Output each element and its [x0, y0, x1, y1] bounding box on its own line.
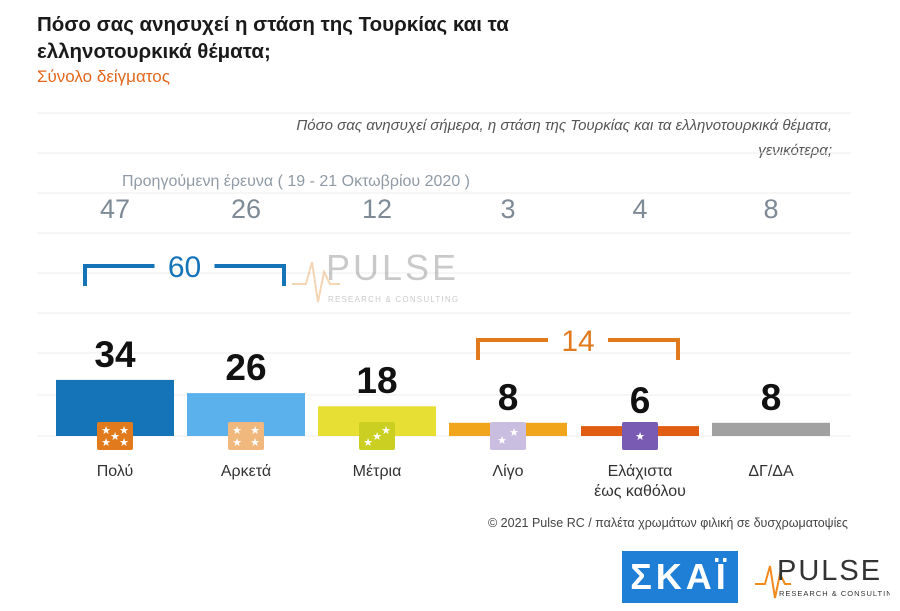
skai-logo: ΣΚΑΪ — [622, 551, 738, 603]
chart-subtitle: Σύνολο δείγματος — [37, 67, 170, 86]
svg-text:★: ★ — [372, 430, 382, 443]
group-bracket-1 — [83, 264, 286, 286]
category-label-4: Λίγο — [492, 463, 524, 480]
data-label-5: 6 — [629, 380, 651, 422]
previous-value-6: 8 — [763, 194, 779, 224]
pulse-watermark-logo: PULSE RESEARCH & CONSULTING — [292, 232, 502, 312]
survey-question: Πόσο σας ανησυχεί σήμερα, η στάση της Το… — [296, 117, 832, 159]
pulse-logo: PULSE RESEARCH & CONSULTING — [755, 548, 898, 604]
previous-value-2: 26 — [230, 194, 262, 224]
bar-6 — [712, 422, 830, 436]
svg-text:★: ★ — [101, 424, 111, 437]
stars-icon: ★ ★ ★ ★ ★ — [97, 422, 133, 450]
pulse-logo-word: PULSE — [777, 555, 882, 587]
data-label-6: 8 — [760, 376, 782, 418]
svg-text:★: ★ — [250, 424, 260, 437]
svg-text:★: ★ — [509, 426, 519, 439]
category-label-3: Μέτρια — [352, 463, 402, 480]
svg-text:★: ★ — [635, 430, 645, 443]
group-total-1: 60 — [168, 251, 201, 284]
category-label-6: ΔΓ/ΔΑ — [748, 463, 794, 480]
pulse-logo-tagline: RESEARCH & CONSULTING — [779, 589, 890, 598]
group-bracket-2 — [476, 338, 680, 360]
previous-value-5: 4 — [632, 194, 648, 224]
data-label-4: 8 — [497, 376, 519, 418]
previous-value-3: 12 — [361, 194, 393, 224]
previous-survey-label: Προηγούμενη έρευνα ( 19 - 21 Οκτωβρίου 2… — [122, 173, 470, 190]
svg-text:★: ★ — [110, 430, 120, 443]
stars-icon: ★ ★ ★ ★ — [228, 422, 264, 450]
category-label-2: Αρκετά — [220, 463, 272, 480]
svg-text:★: ★ — [232, 424, 242, 437]
svg-text:★: ★ — [250, 436, 260, 449]
svg-text:★: ★ — [119, 424, 129, 437]
stars-icon: ★ — [622, 422, 658, 450]
category-label-5: Ελάχιστα έως καθόλου — [594, 463, 686, 500]
svg-text:★: ★ — [381, 424, 391, 437]
previous-value-1: 47 — [99, 194, 131, 224]
data-label-1: 34 — [94, 333, 136, 375]
svg-text:★: ★ — [101, 436, 111, 449]
pulse-watermark-word: PULSE — [326, 247, 459, 288]
copyright-footer: © 2021 Pulse RC / παλέτα χρωμάτων φιλική… — [488, 516, 848, 530]
data-label-3: 18 — [356, 360, 398, 402]
svg-text:★: ★ — [497, 434, 507, 447]
previous-value-4: 3 — [500, 194, 516, 224]
group-total-2: 14 — [561, 325, 594, 358]
stars-icon: ★ ★ — [490, 422, 526, 450]
chart-title: Πόσο σας ανησυχεί η στάση της Τουρκίας κ… — [37, 13, 509, 63]
pulse-watermark-tagline: RESEARCH & CONSULTING — [328, 295, 459, 304]
category-label-1: Πολύ — [96, 463, 134, 480]
svg-text:★: ★ — [232, 436, 242, 449]
stars-icon: ★ ★ ★ — [359, 422, 395, 450]
svg-text:★: ★ — [363, 436, 373, 449]
data-label-2: 26 — [225, 347, 267, 389]
svg-text:★: ★ — [119, 436, 129, 449]
